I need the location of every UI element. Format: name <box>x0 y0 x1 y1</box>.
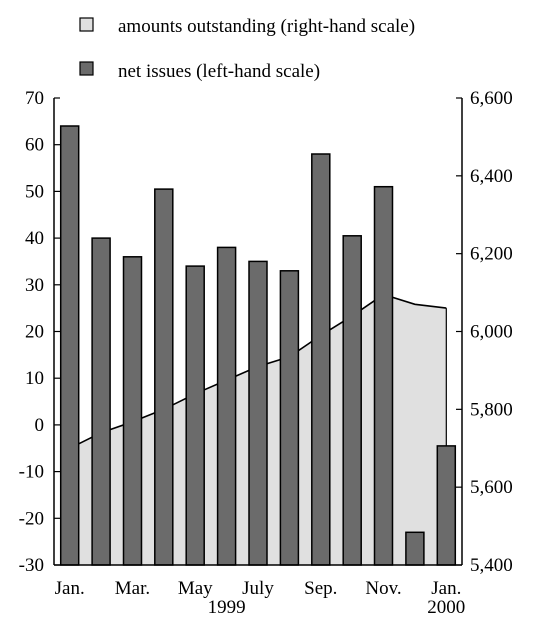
x-tick-label: Jan. <box>431 578 461 599</box>
bar-net-issues <box>405 531 425 566</box>
left-tick-label: 60 <box>25 135 44 156</box>
bar-net-issues <box>154 188 174 566</box>
bar-net-issues <box>248 260 268 566</box>
right-tick-label: 5,400 <box>470 555 513 576</box>
legend-label-net-issues: net issues (left-hand scale) <box>118 61 320 82</box>
left-tick-label: -20 <box>19 508 44 529</box>
bar-net-issues <box>279 270 300 566</box>
left-tick-label: -10 <box>19 462 44 483</box>
left-tick-label: 70 <box>25 88 44 109</box>
left-tick-label: 0 <box>35 415 45 436</box>
bar-net-issues <box>436 445 457 566</box>
bar-net-issues <box>373 185 394 566</box>
right-tick-label: 6,000 <box>470 322 513 343</box>
bar-net-issues <box>91 237 111 566</box>
x-year-label: 2000 <box>427 597 465 618</box>
right-tick-label: 6,600 <box>470 88 513 109</box>
left-tick-label: 30 <box>25 275 44 296</box>
x-tick-label: May <box>178 578 213 599</box>
axes-layer: 70 60 50 40 30 20 10 0 -10 -20 -30 6,600 6,400 6,200 6… <box>19 88 513 618</box>
bar-net-issues <box>59 125 80 566</box>
x-tick-label: Nov. <box>365 578 401 599</box>
legend: amounts outstanding (right-hand scale) n… <box>79 16 415 82</box>
right-tick-label: 5,600 <box>470 477 513 498</box>
right-tick-label: 6,400 <box>470 166 513 187</box>
bar-net-issues <box>185 265 205 566</box>
bar-layer <box>59 125 457 566</box>
left-tick-label: 50 <box>25 181 44 202</box>
legend-swatch-net-issues <box>79 61 94 76</box>
legend-swatch-amounts <box>79 17 94 32</box>
x-tick-label: July <box>242 578 274 599</box>
bar-net-issues <box>216 246 237 566</box>
bar-net-issues <box>311 153 331 566</box>
left-tick-label: -30 <box>19 555 44 576</box>
left-tick-label: 40 <box>25 228 44 249</box>
bar-net-issues <box>342 235 362 566</box>
x-tick-label: Mar. <box>115 578 150 599</box>
left-tick-label: 10 <box>25 368 44 389</box>
x-tick-label: Sep. <box>304 578 337 599</box>
x-year-label: 1999 <box>208 597 246 618</box>
left-tick-label: 20 <box>25 322 44 343</box>
right-tick-label: 6,200 <box>470 244 513 265</box>
bar-net-issues <box>122 256 143 566</box>
legend-label-amounts: amounts outstanding (right-hand scale) <box>118 16 415 37</box>
x-tick-label: Jan. <box>55 578 85 599</box>
right-tick-label: 5,800 <box>470 399 513 420</box>
